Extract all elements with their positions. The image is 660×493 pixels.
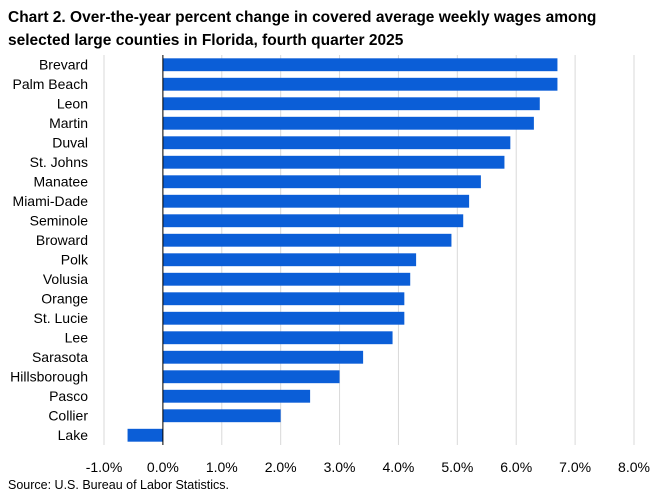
category-label: St. Johns xyxy=(30,154,88,170)
x-tick-label: -1.0% xyxy=(86,459,123,475)
bar xyxy=(162,214,464,228)
bar xyxy=(127,428,163,442)
source-note: Source: U.S. Bureau of Labor Statistics. xyxy=(8,478,229,492)
category-label: Lee xyxy=(65,329,89,345)
bar xyxy=(162,311,405,325)
bar xyxy=(162,77,558,91)
category-label: Orange xyxy=(41,290,88,306)
x-tick-label: 5.0% xyxy=(441,459,473,475)
category-label: Lake xyxy=(58,427,89,443)
category-label: Brevard xyxy=(39,56,88,72)
bar xyxy=(162,175,481,189)
category-label: Manatee xyxy=(34,173,89,189)
x-tick-label: 7.0% xyxy=(559,459,591,475)
chart-title: Chart 2. Over-the-year percent change in… xyxy=(8,9,597,49)
category-label: Duval xyxy=(52,134,88,150)
bar xyxy=(162,272,411,286)
x-tick-label: 2.0% xyxy=(265,459,297,475)
category-label: Broward xyxy=(36,232,88,248)
category-label: Polk xyxy=(61,251,89,267)
category-label: Collier xyxy=(48,407,88,423)
bar xyxy=(162,350,364,364)
bar xyxy=(162,194,470,208)
category-label: Volusia xyxy=(43,271,88,287)
x-tick-label: 8.0% xyxy=(618,459,650,475)
category-label: Seminole xyxy=(30,212,89,228)
category-label: Leon xyxy=(57,95,88,111)
category-label: Sarasota xyxy=(32,349,88,365)
bar xyxy=(162,58,558,72)
bar xyxy=(162,370,340,384)
bar xyxy=(162,116,534,130)
category-label: Martin xyxy=(49,115,88,131)
category-label: Pasco xyxy=(49,388,88,404)
bar xyxy=(162,97,540,111)
bar xyxy=(162,155,505,169)
bar xyxy=(162,136,511,150)
x-tick-label: 1.0% xyxy=(206,459,238,475)
category-label: Miami-Dade xyxy=(13,193,89,209)
category-label: St. Lucie xyxy=(34,310,89,326)
x-tick-label: 3.0% xyxy=(324,459,356,475)
bar xyxy=(162,233,452,247)
x-tick-label: 0.0% xyxy=(147,459,179,475)
bar xyxy=(162,331,393,345)
bar xyxy=(162,409,281,423)
x-tick-label: 4.0% xyxy=(382,459,414,475)
bar xyxy=(162,253,417,267)
category-label: Hillsborough xyxy=(10,368,88,384)
x-tick-label: 6.0% xyxy=(500,459,532,475)
bar xyxy=(162,292,405,306)
category-label: Palm Beach xyxy=(13,76,88,92)
bar xyxy=(162,389,311,403)
